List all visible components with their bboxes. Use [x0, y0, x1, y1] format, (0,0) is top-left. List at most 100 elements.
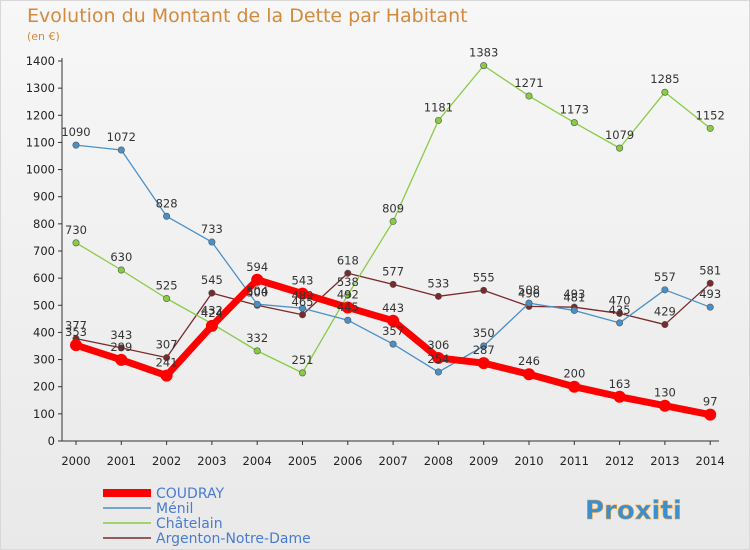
data-label: 163: [609, 377, 631, 391]
data-label: 429: [654, 305, 676, 319]
proxiti-logo: Proxiti: [585, 496, 682, 526]
data-point: [253, 347, 261, 355]
legend-label: Ménil: [156, 501, 193, 517]
data-label: 465: [292, 295, 314, 309]
y-tick-label: 800: [33, 217, 55, 231]
data-point: [661, 321, 669, 329]
y-tick-label: 400: [33, 325, 55, 339]
chart-subtitle: (en €): [27, 30, 60, 43]
data-label: 538: [337, 275, 359, 289]
data-label: 828: [156, 196, 178, 210]
data-label: 557: [654, 270, 676, 284]
y-tick-label: 500: [33, 298, 55, 312]
data-label: 809: [382, 201, 404, 215]
data-label: 377: [65, 319, 87, 333]
data-label: 581: [699, 263, 721, 277]
y-tick-label: 200: [33, 380, 55, 394]
data-label: 1152: [696, 108, 725, 122]
data-label: 287: [473, 343, 495, 357]
data-point: [296, 287, 309, 300]
data-label: 350: [473, 326, 495, 340]
data-label: 1285: [650, 72, 679, 86]
y-tick-label: 1100: [26, 135, 55, 149]
y-tick-label: 0: [48, 434, 55, 448]
data-point: [251, 273, 264, 286]
data-point: [616, 309, 624, 317]
data-label: 307: [156, 338, 178, 352]
data-label: 489: [292, 288, 314, 302]
data-point: [613, 390, 626, 403]
data-label: 1072: [107, 130, 136, 144]
data-label: 1271: [514, 76, 543, 90]
data-label: 432: [201, 304, 223, 318]
data-label: 1090: [61, 125, 90, 139]
data-label: 357: [382, 324, 404, 338]
data-point: [344, 269, 352, 277]
data-point: [163, 212, 171, 220]
legend-label: Châtelain: [156, 516, 223, 532]
y-tick-label: 700: [33, 244, 55, 258]
data-label: 630: [110, 250, 132, 264]
x-tick-label: 2013: [650, 454, 679, 468]
data-label: 299: [110, 340, 132, 354]
data-label: 254: [427, 352, 449, 366]
data-label: 543: [292, 274, 314, 288]
data-label: 332: [246, 331, 268, 345]
data-label: 1383: [469, 46, 498, 60]
data-label: 1173: [560, 103, 589, 117]
data-point: [616, 144, 624, 152]
data-label: 251: [292, 353, 314, 367]
data-point: [480, 342, 488, 350]
legend-label: COUDRAY: [156, 486, 224, 502]
data-label: 445: [337, 300, 359, 314]
data-point: [704, 408, 717, 421]
data-point: [434, 116, 442, 124]
data-point: [706, 303, 714, 311]
x-tick-label: 2009: [469, 454, 498, 468]
data-label: 545: [201, 273, 223, 287]
y-tick-label: 1000: [26, 163, 55, 177]
data-point: [661, 286, 669, 294]
y-tick-group: 0 100 200 300 400 500 600 700 800 900 1000 1100 1200…: [26, 54, 62, 448]
data-point: [298, 304, 306, 312]
data-label: 246: [518, 354, 540, 368]
data-label: 1079: [605, 128, 634, 142]
data-label: 618: [337, 253, 359, 267]
data-point: [706, 279, 714, 287]
data-point: [344, 316, 352, 324]
y-tick-label: 300: [33, 353, 55, 367]
x-tick-label: 2007: [378, 454, 407, 468]
data-label: 555: [473, 270, 495, 284]
chart-title: Evolution du Montant de la Dette par Hab…: [27, 5, 468, 27]
data-label: 435: [609, 303, 631, 317]
data-point: [389, 280, 397, 288]
data-label: 496: [518, 286, 540, 300]
data-point: [117, 344, 125, 352]
data-point: [389, 217, 397, 225]
data-point: [616, 319, 624, 327]
data-point: [341, 301, 354, 314]
x-tick-group: 2000 2001 2002 2003 2004 2005 2006 2007 2008 2009…: [61, 441, 725, 468]
data-label: 443: [382, 301, 404, 315]
legend-label: Argenton-Notre-Dame: [156, 531, 311, 547]
data-point: [160, 369, 173, 382]
data-point: [480, 62, 488, 70]
data-label: 577: [382, 264, 404, 278]
data-point: [570, 306, 578, 314]
data-label: 525: [156, 279, 178, 293]
data-point: [208, 238, 216, 246]
x-tick-label: 2003: [197, 454, 226, 468]
data-label: 508: [518, 283, 540, 297]
data-label: 424: [201, 306, 223, 320]
y-tick-label: 600: [33, 271, 55, 285]
data-point: [205, 319, 218, 332]
data-point: [163, 354, 171, 362]
data-point: [434, 368, 442, 376]
y-tick-label: 1400: [26, 54, 55, 68]
x-tick-label: 2008: [424, 454, 453, 468]
data-label: 470: [609, 293, 631, 307]
x-tick-label: 2014: [696, 454, 725, 468]
